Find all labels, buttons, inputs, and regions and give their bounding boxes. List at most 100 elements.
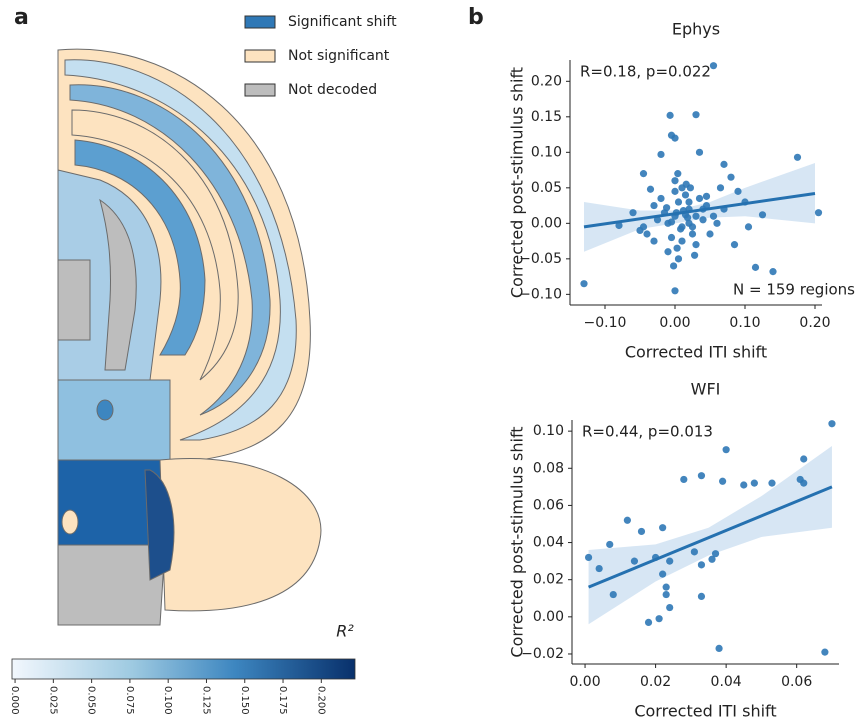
point [716, 184, 725, 192]
point [682, 180, 690, 188]
x-tick-label: 0.20 [799, 315, 830, 331]
confidence-band [588, 445, 832, 625]
x-tick-label: −0.10 [584, 315, 627, 331]
point [674, 170, 682, 178]
point [650, 237, 658, 245]
point [722, 446, 730, 454]
point [751, 263, 760, 271]
x-tick-label: 0.06 [781, 674, 812, 690]
point [681, 191, 690, 199]
point [677, 225, 685, 233]
point [664, 248, 672, 256]
legend-label: Not significant [288, 48, 390, 64]
point [666, 557, 674, 565]
point [678, 237, 686, 245]
chart-title: Ephys [672, 20, 720, 39]
point [697, 592, 706, 601]
y-tick-label: −0.02 [521, 646, 564, 662]
y-tick-label: −0.05 [519, 251, 562, 267]
point [595, 564, 603, 573]
point [657, 150, 665, 159]
point [666, 603, 674, 612]
colorbar-tick-label: 0.075 [124, 686, 135, 715]
legend-label: Not decoded [288, 82, 377, 98]
point [814, 209, 823, 217]
point [580, 280, 588, 288]
point [697, 561, 706, 569]
point [730, 241, 739, 249]
x-axis-label: Corrected ITI shift [625, 343, 767, 362]
point [691, 251, 699, 259]
colorbar-label: R² [336, 622, 354, 641]
point [769, 268, 777, 276]
point [740, 481, 748, 489]
point [685, 198, 693, 206]
annotation: R=0.44, p=0.013 [582, 423, 713, 441]
point [758, 211, 767, 219]
point [692, 212, 700, 220]
point [715, 644, 723, 653]
y-tick-label: 0.05 [531, 180, 562, 196]
point [667, 218, 676, 226]
x-tick-label: 0.00 [659, 315, 690, 331]
point [630, 557, 639, 565]
y-tick-label: 0.06 [533, 497, 564, 513]
legend-swatch [244, 15, 276, 29]
point [615, 221, 623, 230]
point [666, 111, 674, 119]
confidence-band [584, 162, 815, 252]
y-axis-label: Corrected post-stimulus shift [508, 67, 527, 298]
point [711, 550, 720, 558]
point [688, 223, 697, 231]
panel-label: a [14, 5, 29, 30]
point [657, 194, 665, 203]
point [684, 214, 692, 222]
y-axis-label: Corrected post-stimulus shift [508, 426, 527, 657]
point [719, 477, 727, 485]
point [623, 516, 631, 524]
point [708, 555, 716, 563]
point [720, 160, 728, 168]
y-tick-label: 0.00 [531, 215, 562, 231]
brain-map [57, 48, 322, 626]
x-tick-label: 0.02 [640, 674, 671, 690]
point [659, 570, 667, 578]
point [793, 153, 802, 161]
x-tick-label: 0.10 [729, 315, 760, 331]
point [639, 223, 648, 231]
point [692, 241, 700, 249]
point [697, 472, 706, 480]
point [680, 475, 688, 484]
point [768, 479, 776, 487]
colorbar-tick-label: 0.200 [315, 686, 326, 715]
point [671, 177, 679, 185]
point [671, 287, 679, 295]
y-tick-label: 0.04 [533, 535, 564, 551]
point [709, 62, 718, 70]
point [690, 548, 698, 556]
point [584, 553, 593, 562]
y-tick-label: 0.08 [533, 460, 564, 476]
chart-title: WFI [691, 380, 721, 399]
point [650, 201, 658, 210]
point [821, 648, 829, 656]
point [671, 187, 679, 195]
point [699, 216, 707, 224]
point [734, 187, 742, 195]
point [695, 148, 704, 156]
point [706, 230, 714, 238]
point [674, 198, 683, 206]
point [662, 590, 670, 599]
point [709, 212, 718, 220]
point [695, 194, 704, 203]
point [662, 583, 670, 591]
x-axis-label: Corrected ITI shift [634, 702, 776, 721]
fit-line [583, 192, 816, 229]
point [667, 233, 676, 242]
colorbar-tick-label: 0.175 [277, 686, 288, 715]
y-tick-label: 0.10 [531, 144, 562, 160]
point [744, 223, 753, 231]
y-tick-label: 0.15 [531, 109, 562, 125]
point [639, 170, 648, 178]
